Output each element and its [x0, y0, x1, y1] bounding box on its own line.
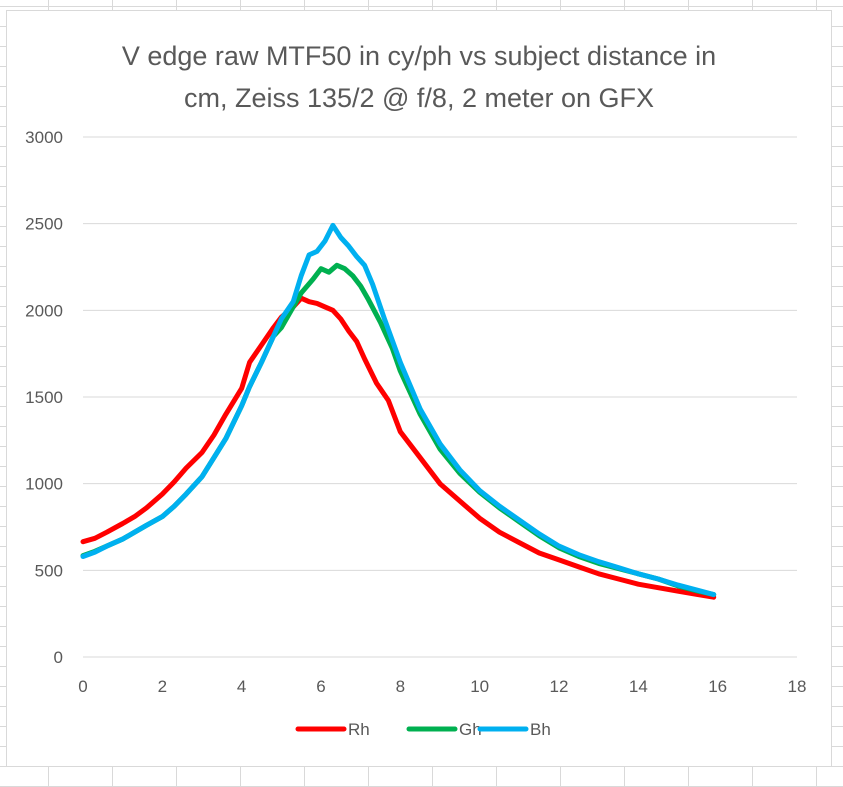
x-tick-label: 6 [316, 677, 325, 696]
series-line-rh [80, 295, 717, 600]
chart-title: V edge raw MTF50 in cy/ph vs subject dis… [7, 35, 831, 119]
chart-title-line-2: cm, Zeiss 135/2 @ f/8, 2 meter on GFX [183, 83, 655, 113]
x-tick-label: 8 [396, 677, 405, 696]
y-tick-label: 1500 [25, 388, 63, 407]
chart-title-line-1: V edge raw MTF50 in cy/ph vs subject dis… [121, 41, 717, 71]
y-tick-label: 1000 [25, 475, 63, 494]
chart-area[interactable]: V edge raw MTF50 in cy/ph vs subject dis… [6, 10, 832, 767]
y-axis-tick-labels: 0 500 1000 1500 2000 2500 3000 [25, 128, 63, 667]
series-lines [80, 222, 717, 600]
series-line-bh [80, 222, 717, 598]
legend: Rh Gh Bh [295, 720, 551, 739]
legend-label-gh: Gh [459, 720, 482, 739]
x-tick-label: 14 [629, 677, 648, 696]
y-tick-label: 2000 [25, 301, 63, 320]
y-tick-label: 3000 [25, 128, 63, 147]
x-tick-label: 4 [237, 677, 246, 696]
y-tick-label: 500 [35, 561, 63, 580]
x-tick-label: 10 [470, 677, 489, 696]
x-tick-label: 12 [550, 677, 569, 696]
y-tick-label: 2500 [25, 215, 63, 234]
x-tick-label: 0 [78, 677, 87, 696]
legend-label-rh: Rh [348, 720, 370, 739]
x-tick-label: 18 [788, 677, 807, 696]
x-axis-tick-labels: 0 2 4 6 8 10 12 14 16 18 [78, 677, 806, 696]
x-tick-label: 2 [158, 677, 167, 696]
gridlines [83, 136, 797, 658]
x-tick-label: 16 [708, 677, 727, 696]
legend-label-bh: Bh [530, 720, 551, 739]
y-tick-label: 0 [54, 648, 63, 667]
